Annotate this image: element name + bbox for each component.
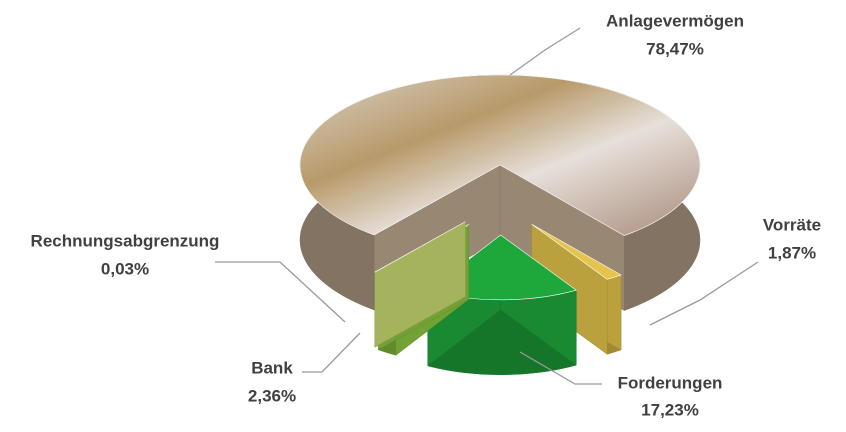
slice-value: 0,03%	[101, 259, 149, 278]
pie	[300, 75, 700, 375]
slice-label: Vorräte	[763, 215, 821, 234]
slice-value: 1,87%	[768, 243, 816, 262]
slice-value: 2,36%	[248, 386, 296, 405]
leader-line	[510, 28, 580, 75]
slice-label: Forderungen	[618, 373, 723, 392]
slice-label: Anlagevermögen	[606, 11, 744, 30]
leader-line	[302, 333, 360, 372]
slice-value: 78,47%	[646, 39, 704, 58]
slice-label: Bank	[251, 358, 293, 377]
slice-label: Rechnungsabgrenzung	[31, 231, 220, 250]
slice-value: 17,23%	[641, 400, 699, 419]
